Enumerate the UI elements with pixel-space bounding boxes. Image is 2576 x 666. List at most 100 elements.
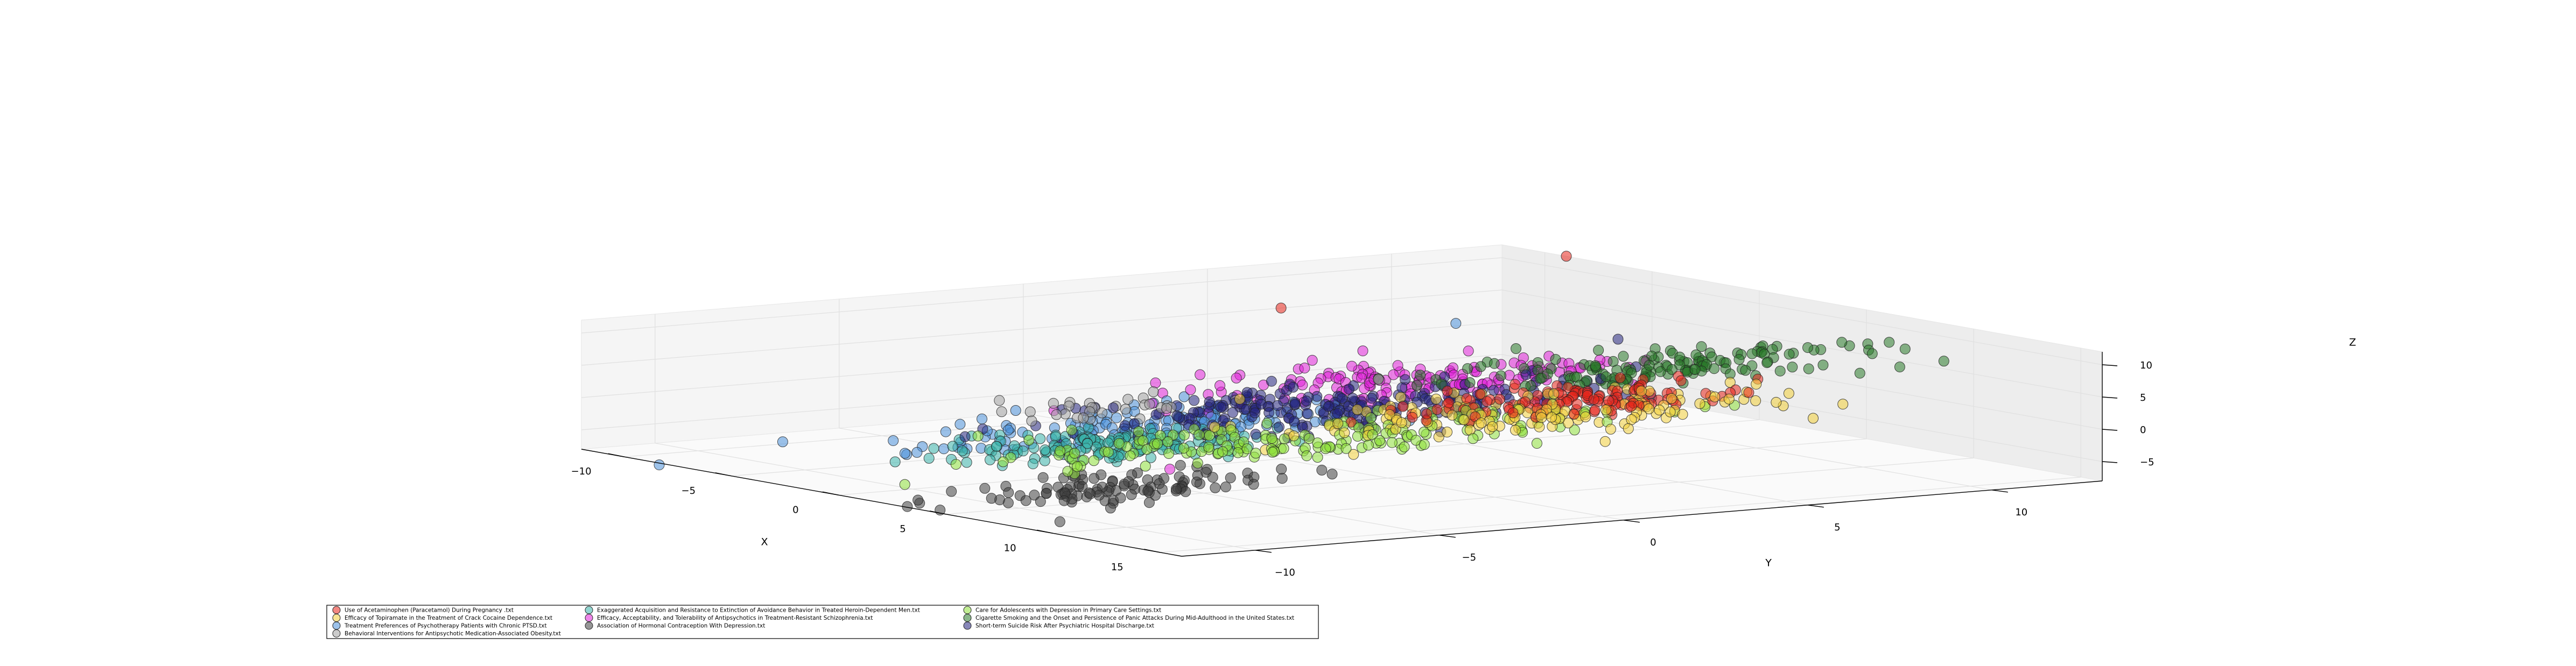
data-point [1126,489,1137,500]
data-point [777,436,788,448]
x-tick-label: −10 [571,466,592,477]
data-point [979,483,991,494]
data-point [1510,424,1521,436]
z-gridline [581,257,1503,334]
y-tick-label: −5 [1462,552,1477,563]
legend-label: Exaggerated Acquisition and Resistance t… [597,607,920,614]
data-point [1743,387,1754,398]
data-point [1141,444,1153,455]
data-point [1307,355,1318,366]
data-point [1051,409,1062,420]
data-point [957,445,968,456]
data-point [1174,471,1185,483]
data-point [1120,403,1131,415]
legend-label: Short-term Suicide Risk After Psychiatri… [975,623,1154,629]
data-point [1412,380,1422,391]
data-point [1463,345,1474,357]
data-point [1709,391,1721,402]
data-point [1626,414,1637,425]
y-tick-label: 10 [2015,507,2027,518]
data-point [972,430,984,442]
data-point [1301,395,1312,407]
legend-label: Behavioral Interventions for Antipsychot… [345,630,561,637]
data-point [1026,415,1037,427]
data-points [654,251,1949,527]
data-point [1069,448,1080,459]
data-point [1220,481,1231,493]
data-point [1175,460,1186,471]
y-tick-label: −10 [1275,567,1295,578]
x-tick-label: 0 [792,504,798,515]
data-point [1302,408,1312,419]
data-point [1191,477,1202,487]
x-tick [608,453,624,457]
z-axis-label: Z [2349,337,2356,349]
data-point [1488,385,1499,396]
y-tick [1991,490,2008,493]
data-point [1399,441,1410,452]
data-point [1415,370,1426,381]
y-axis-label: Y [1765,557,1772,569]
data-point [1510,379,1521,390]
data-point [1802,342,1813,353]
legend-marker [332,614,341,622]
data-point [1569,424,1580,436]
data-point [954,419,966,430]
legend-marker [963,621,972,630]
data-point [1266,375,1277,387]
data-point [1511,343,1521,354]
data-point [1119,420,1131,431]
data-point [1289,416,1300,427]
data-point [1675,375,1687,386]
data-point [961,457,972,468]
data-point [1133,426,1144,437]
data-point [1048,398,1059,409]
data-point [1433,431,1444,443]
x-gridline [1160,477,2081,553]
data-point [977,413,987,424]
data-point [1035,433,1046,444]
data-point [1374,435,1385,446]
data-point [1542,369,1553,380]
data-point [1677,409,1688,420]
data-point [1666,364,1677,375]
data-point [950,459,961,470]
data-point [1750,395,1761,406]
x-gridline [1053,457,1974,534]
data-point [928,443,939,454]
x-tick-label: −5 [682,485,696,497]
data-point [1039,455,1050,466]
data-point [1696,341,1707,352]
data-point [1288,381,1298,393]
data-point [1894,362,1905,373]
data-point [889,456,901,467]
data-point [1231,372,1242,384]
data-point [1733,354,1745,365]
data-point [1111,412,1122,423]
data-point [1115,492,1126,504]
data-point [1357,345,1368,357]
data-point [1615,372,1626,384]
data-point [1599,436,1611,447]
data-point [1326,469,1338,480]
data-point [991,441,1002,452]
data-point [1122,394,1134,405]
data-point [1164,464,1175,475]
z-tick-label: −5 [2140,457,2154,468]
data-point [1055,445,1065,457]
data-point [1207,472,1218,483]
data-point [1626,401,1637,412]
data-point [1215,380,1225,391]
data-point [1534,421,1545,433]
legend-marker [585,621,593,630]
data-point [1278,443,1289,454]
legend-label: Care for Adolescents with Depression in … [975,607,1161,614]
data-point [1746,348,1758,359]
data-point [1097,407,1107,419]
data-point [1494,394,1505,405]
data-point [1105,502,1116,514]
data-point [1803,363,1814,374]
data-point [1248,479,1259,490]
data-point [1854,367,1865,379]
data-point [1210,482,1221,493]
